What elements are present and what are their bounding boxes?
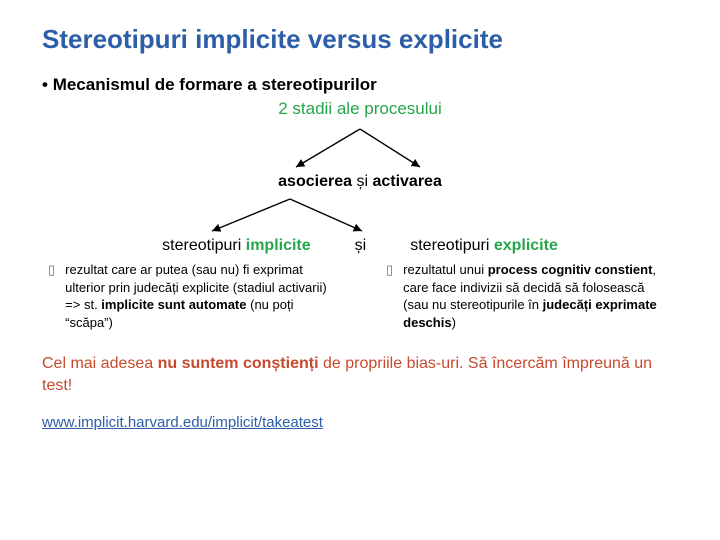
type-explicit: stereotipuri explicite [410, 237, 558, 255]
association-line: asocierea și activarea [42, 173, 678, 191]
harvard-link[interactable]: www.implicit.harvard.edu/implicit/takeat… [42, 414, 678, 431]
diagram-bottom [42, 195, 678, 237]
details-explicit: ▯ rezultatul unui process cognitiv const… [386, 261, 672, 331]
diagram-top [42, 125, 678, 173]
types-row: stereotipuri implicite și stereotipuri e… [42, 237, 678, 255]
main-bullet: • Mecanismul de formare a stereotipurilo… [42, 75, 678, 95]
subtitle-stages: 2 stadii ale procesului [42, 99, 678, 119]
closing-text: Cel mai adesea nu suntem conștienți de p… [42, 353, 678, 396]
bullet-icon: ▯ [386, 261, 393, 331]
details-row: ▯ rezultat care ar putea (sau nu) fi exp… [42, 261, 678, 331]
slide-title: Stereotipuri implicite versus explicite [42, 24, 678, 55]
type-implicit: stereotipuri implicite [162, 237, 311, 255]
bullet-icon: ▯ [48, 261, 55, 331]
details-implicit: ▯ rezultat care ar putea (sau nu) fi exp… [48, 261, 334, 331]
